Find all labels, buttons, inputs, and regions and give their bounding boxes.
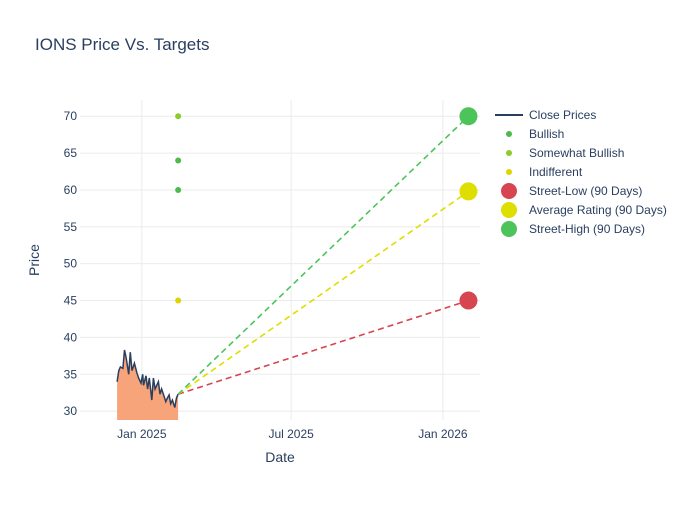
- close-price-area: [116, 349, 179, 420]
- y-axis-ticks: 30 35 40 45 50 55 60 65 70: [64, 109, 78, 418]
- legend-label: Street-Low (90 Days): [529, 184, 642, 198]
- x-tick-label: Jan 2026: [418, 427, 468, 441]
- chart-title: IONS Price Vs. Targets: [35, 35, 209, 54]
- legend-label: Indifferent: [529, 165, 583, 179]
- legend-swatch-dot: [506, 150, 512, 156]
- close-price-line: [116, 349, 179, 408]
- y-tick-label: 65: [64, 146, 78, 160]
- x-axis-title: Date: [265, 449, 295, 465]
- y-tick-label: 35: [64, 367, 78, 381]
- y-tick-label: 55: [64, 220, 78, 234]
- legend-swatch-dot: [506, 169, 512, 175]
- projection-line: [177, 190, 469, 395]
- target-projections: [177, 115, 470, 395]
- legend-swatch-marker: [501, 221, 517, 237]
- data-marks: [175, 107, 478, 310]
- y-tick-label: 60: [64, 183, 78, 197]
- legend-swatch-marker: [501, 183, 517, 199]
- x-axis-ticks: Jan 2025 Jul 2025 Jan 2026: [117, 427, 468, 441]
- y-tick-label: 30: [64, 404, 78, 418]
- target-marker: [459, 107, 478, 126]
- rating-point: [175, 113, 182, 120]
- close-price-fill: [117, 350, 179, 420]
- y-tick-label: 45: [64, 294, 78, 308]
- legend-label: Somewhat Bullish: [529, 146, 624, 160]
- legend-label: Street-High (90 Days): [529, 222, 645, 236]
- legend-swatch-dot: [506, 131, 512, 137]
- rating-point: [175, 297, 182, 304]
- target-marker: [459, 182, 478, 201]
- y-tick-label: 40: [64, 330, 78, 344]
- legend-swatch-marker: [501, 202, 517, 218]
- target-marker: [459, 291, 478, 310]
- y-tick-label: 50: [64, 257, 78, 271]
- legend-label: Close Prices: [529, 108, 596, 122]
- rating-point: [175, 157, 182, 164]
- legend-label: Bullish: [529, 127, 564, 141]
- projection-line: [177, 299, 469, 395]
- x-tick-label: Jan 2025: [117, 427, 167, 441]
- y-axis-title: Price: [26, 244, 42, 276]
- projection-line: [177, 115, 470, 395]
- y-tick-label: 70: [64, 109, 78, 123]
- grid: [80, 100, 480, 420]
- legend-label: Average Rating (90 Days): [529, 203, 667, 217]
- rating-point: [175, 186, 182, 193]
- legend: Close Prices Bullish Somewhat Bullish Indif…: [495, 108, 667, 237]
- x-tick-label: Jul 2025: [268, 427, 314, 441]
